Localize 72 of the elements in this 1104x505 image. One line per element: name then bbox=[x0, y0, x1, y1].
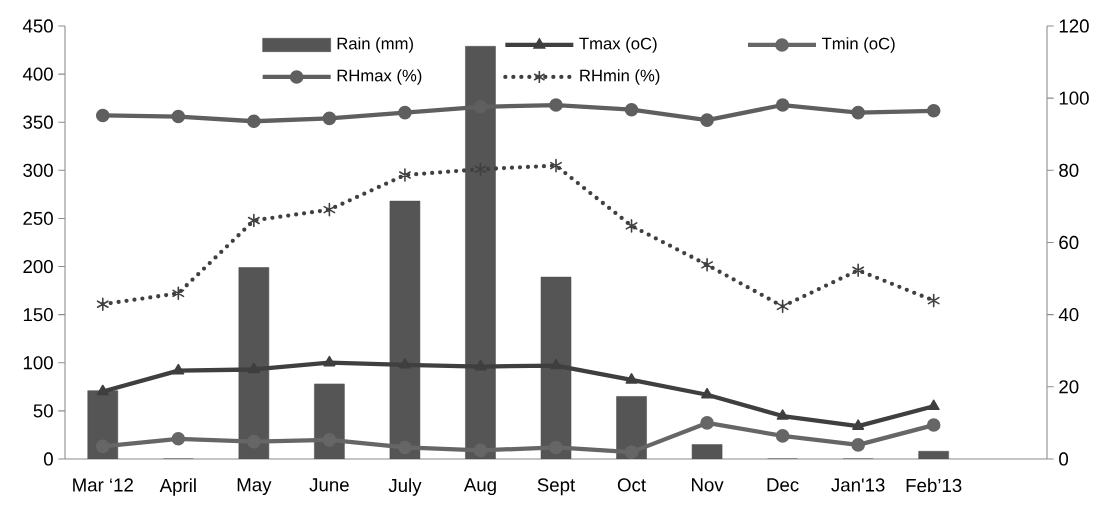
x-tick-label: Oct bbox=[617, 478, 646, 492]
point bbox=[172, 286, 185, 301]
point bbox=[550, 158, 562, 173]
y-tick-label: 350 bbox=[23, 115, 53, 129]
point bbox=[96, 297, 109, 311]
point bbox=[624, 445, 639, 459]
legend-label: Rain (mm) bbox=[337, 37, 413, 53]
x-tick-label: Dec bbox=[767, 478, 799, 492]
point bbox=[852, 263, 865, 278]
x-tick-label: July bbox=[388, 478, 422, 496]
legend-label: RHmax (%) bbox=[337, 69, 422, 85]
point bbox=[323, 355, 336, 367]
point bbox=[624, 102, 639, 117]
x-tick-label: Mar ‘12 bbox=[73, 478, 133, 492]
point bbox=[776, 409, 789, 420]
point bbox=[852, 419, 865, 430]
y2-tick-label: 0 bbox=[1059, 452, 1069, 466]
y-tick-label: 400 bbox=[22, 67, 53, 81]
point bbox=[775, 98, 790, 112]
y-tick-label: 100 bbox=[23, 356, 53, 370]
point bbox=[776, 299, 789, 314]
y2-tick-label: 120 bbox=[1059, 19, 1089, 33]
point bbox=[775, 429, 790, 443]
y-tick-label: 50 bbox=[33, 404, 53, 418]
y2-tick-label: 100 bbox=[1059, 91, 1089, 105]
point bbox=[927, 399, 940, 411]
point bbox=[701, 258, 714, 272]
point bbox=[851, 105, 865, 120]
y2-tick-label: 60 bbox=[1059, 235, 1079, 250]
point bbox=[549, 98, 563, 112]
point bbox=[247, 213, 260, 228]
point bbox=[171, 109, 186, 124]
point bbox=[625, 373, 638, 384]
y-tick-label: 300 bbox=[23, 163, 53, 177]
point bbox=[96, 384, 109, 396]
point bbox=[851, 438, 865, 452]
point bbox=[700, 416, 714, 430]
point bbox=[171, 431, 186, 446]
point bbox=[926, 103, 941, 118]
x-tick-label: Sept bbox=[537, 478, 576, 496]
legend-label: RHmin (%) bbox=[580, 69, 660, 85]
x-tick-label: Aug bbox=[463, 478, 496, 496]
point bbox=[701, 387, 714, 399]
y-tick-label: 200 bbox=[23, 259, 53, 274]
point bbox=[473, 443, 488, 458]
y-tick-label: 450 bbox=[22, 19, 53, 33]
point bbox=[247, 114, 261, 129]
x-tick-label: May bbox=[237, 478, 272, 496]
x-tick-label: June bbox=[309, 478, 349, 492]
point bbox=[398, 168, 411, 182]
point bbox=[247, 362, 260, 374]
y-tick-label: 250 bbox=[23, 211, 53, 226]
x-tick-label: Jan'13 bbox=[831, 478, 885, 492]
point bbox=[625, 219, 638, 233]
point bbox=[926, 418, 941, 432]
x-tick-label: April bbox=[159, 478, 196, 496]
legend-label: Tmin (oC) bbox=[821, 37, 895, 53]
point bbox=[323, 202, 336, 217]
point bbox=[398, 105, 412, 120]
x-tick-label: Feb’13 bbox=[906, 478, 962, 493]
point bbox=[927, 293, 940, 308]
point bbox=[172, 363, 185, 375]
y-tick-label: 150 bbox=[23, 308, 53, 322]
point bbox=[322, 111, 337, 126]
point bbox=[700, 113, 714, 127]
y2-tick-label: 40 bbox=[1058, 308, 1079, 322]
legend-label: Tmax (oC) bbox=[579, 37, 657, 53]
y2-tick-label: 80 bbox=[1059, 163, 1079, 177]
point bbox=[95, 108, 110, 123]
y-tick-label: 0 bbox=[43, 452, 53, 466]
x-tick-label: Nov bbox=[692, 478, 724, 492]
y2-tick-label: 20 bbox=[1059, 380, 1079, 394]
